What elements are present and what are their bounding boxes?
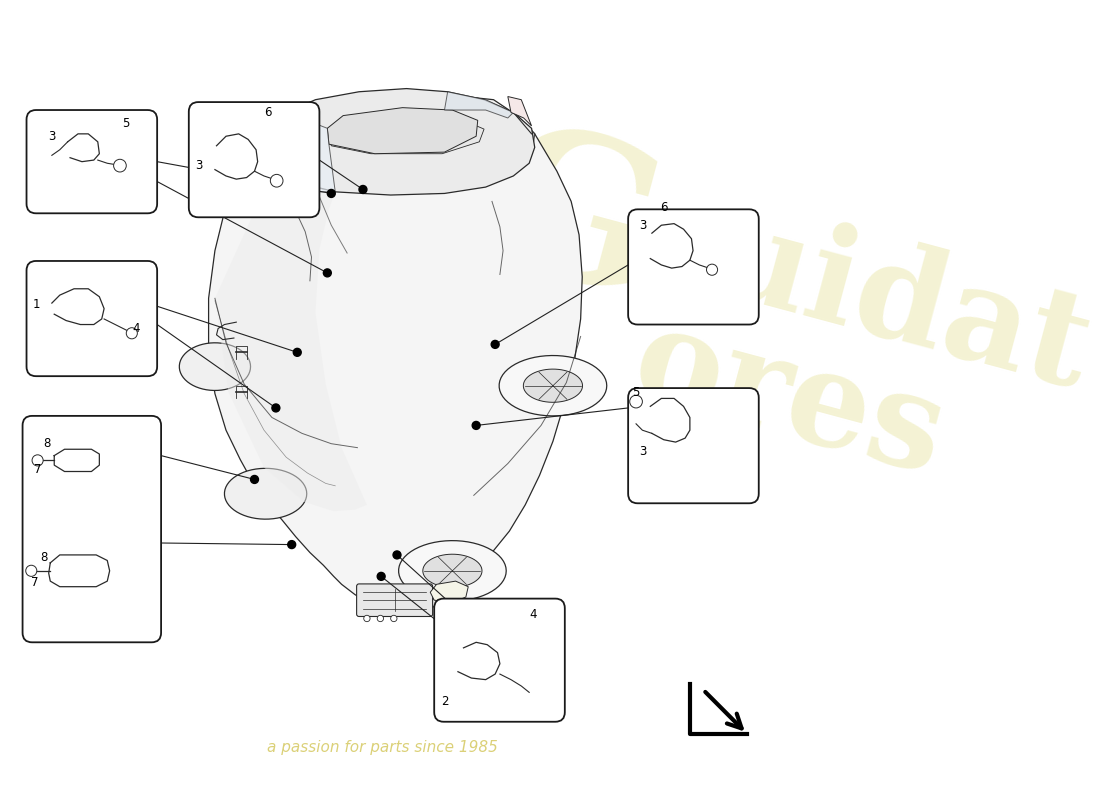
FancyBboxPatch shape [628, 210, 759, 325]
Polygon shape [214, 152, 367, 511]
Polygon shape [282, 113, 336, 192]
Polygon shape [329, 115, 484, 154]
Polygon shape [179, 343, 251, 390]
Circle shape [25, 566, 36, 576]
Circle shape [126, 328, 138, 339]
Text: 3: 3 [196, 159, 202, 172]
Circle shape [288, 541, 296, 549]
Text: uidat: uidat [700, 193, 1100, 417]
Text: 8: 8 [43, 437, 51, 450]
Text: 8: 8 [41, 550, 47, 564]
Text: 2: 2 [441, 695, 448, 708]
Polygon shape [282, 100, 535, 194]
FancyBboxPatch shape [23, 416, 161, 642]
Circle shape [393, 551, 402, 559]
Text: 3: 3 [639, 218, 646, 232]
Polygon shape [430, 581, 469, 602]
Text: 3: 3 [639, 445, 646, 458]
Polygon shape [444, 92, 514, 118]
Text: 4: 4 [529, 608, 537, 621]
Text: 7: 7 [31, 576, 38, 590]
Polygon shape [524, 369, 583, 402]
Text: 7: 7 [34, 463, 42, 477]
Polygon shape [398, 541, 506, 601]
Circle shape [390, 615, 397, 622]
Text: 3: 3 [48, 130, 55, 142]
Circle shape [271, 174, 283, 187]
FancyBboxPatch shape [356, 584, 432, 617]
FancyBboxPatch shape [26, 261, 157, 376]
Text: ores: ores [620, 297, 958, 503]
Circle shape [359, 186, 367, 194]
FancyBboxPatch shape [189, 102, 319, 218]
Circle shape [629, 395, 642, 408]
Polygon shape [224, 468, 307, 519]
Text: 6: 6 [660, 202, 668, 214]
Circle shape [472, 422, 480, 430]
Circle shape [251, 475, 258, 483]
Circle shape [272, 404, 279, 412]
Polygon shape [422, 554, 482, 587]
Circle shape [706, 264, 717, 275]
Polygon shape [282, 89, 535, 195]
Circle shape [323, 269, 331, 277]
FancyBboxPatch shape [26, 110, 157, 214]
Circle shape [113, 159, 127, 172]
Circle shape [377, 615, 384, 622]
Circle shape [377, 572, 385, 580]
Text: 4: 4 [132, 322, 140, 335]
FancyBboxPatch shape [628, 388, 759, 503]
Text: 6: 6 [264, 106, 272, 119]
Circle shape [492, 341, 499, 348]
Circle shape [364, 615, 370, 622]
FancyBboxPatch shape [434, 598, 564, 722]
Circle shape [294, 348, 301, 356]
Circle shape [32, 455, 43, 466]
Text: a passion for parts since 1985: a passion for parts since 1985 [267, 741, 498, 755]
Text: 1: 1 [32, 298, 40, 311]
Circle shape [328, 190, 336, 198]
Polygon shape [209, 97, 582, 610]
Polygon shape [499, 355, 607, 416]
Text: 5: 5 [632, 386, 640, 398]
Text: 5: 5 [122, 117, 129, 130]
Polygon shape [328, 108, 477, 154]
Text: G: G [464, 110, 681, 341]
Polygon shape [508, 97, 531, 126]
